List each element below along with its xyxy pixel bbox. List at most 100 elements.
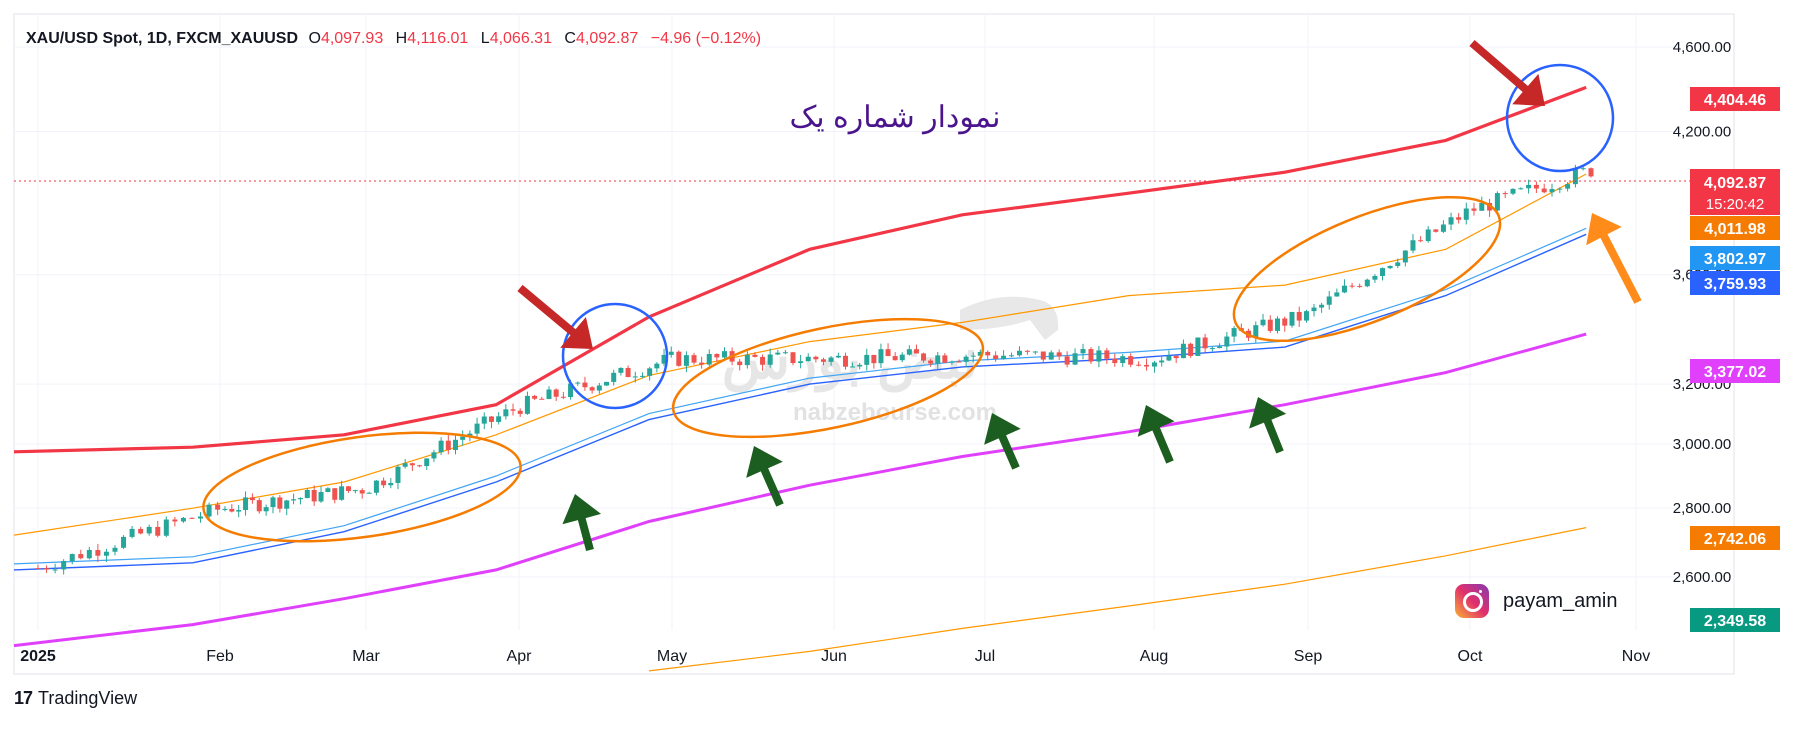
watermark-bull-icon bbox=[960, 296, 1059, 340]
price-label-badge bbox=[1690, 359, 1780, 383]
candle-body bbox=[1549, 189, 1555, 193]
candle-body bbox=[699, 362, 705, 365]
candle-body bbox=[1326, 296, 1332, 305]
candle-body bbox=[1533, 184, 1539, 189]
candle-body bbox=[625, 367, 631, 378]
candle-body bbox=[1463, 208, 1469, 220]
candle-body bbox=[790, 352, 796, 363]
grid bbox=[14, 14, 1680, 630]
candle-body bbox=[445, 440, 451, 450]
candle-body bbox=[1024, 350, 1030, 352]
candle-body bbox=[1311, 307, 1317, 312]
green-arrow-icon bbox=[1249, 397, 1287, 454]
tradingview-logo-icon: 17 bbox=[14, 688, 33, 708]
time-tick-label: Jun bbox=[821, 648, 847, 665]
price-label-value: 3,802.97 bbox=[1704, 251, 1766, 268]
candle-body bbox=[706, 354, 712, 365]
candle-body bbox=[1112, 358, 1118, 364]
candle-body bbox=[236, 510, 242, 512]
candle-body bbox=[813, 356, 819, 360]
time-axis[interactable]: 2025 Feb Mar Apr May Jun Jul Aug Sep Oct Nov bbox=[20, 648, 1650, 665]
time-tick-label: Sep bbox=[1294, 648, 1323, 665]
candle-body bbox=[1217, 346, 1223, 349]
price-label-badge bbox=[1690, 87, 1780, 111]
candle-body bbox=[438, 440, 444, 453]
lower_band2-line bbox=[13, 227, 1587, 565]
green-arrow-icon bbox=[562, 494, 601, 551]
candle-body bbox=[366, 492, 372, 494]
candle-body bbox=[155, 526, 161, 536]
candle-body bbox=[691, 355, 697, 363]
candle-body bbox=[146, 526, 152, 534]
candle-body bbox=[1151, 362, 1157, 367]
candle-body bbox=[1104, 350, 1110, 359]
candle-body bbox=[44, 568, 50, 570]
candle-body bbox=[1565, 184, 1571, 189]
candle-body bbox=[332, 488, 338, 500]
candle-body bbox=[172, 519, 178, 522]
candle-body bbox=[1260, 319, 1266, 326]
candle-body bbox=[388, 482, 394, 486]
candle-body bbox=[1334, 292, 1340, 297]
candle-body bbox=[1448, 217, 1454, 225]
candle-body bbox=[1372, 275, 1378, 280]
candle-body bbox=[61, 561, 67, 570]
candle-body bbox=[1159, 360, 1165, 363]
candle-body bbox=[1418, 240, 1424, 242]
candle-body bbox=[1425, 229, 1431, 242]
candle-body bbox=[431, 452, 437, 459]
candle-body bbox=[668, 351, 674, 355]
candle-body bbox=[560, 396, 566, 398]
candle-body bbox=[1395, 262, 1401, 266]
price-tick-label: 2,800.00 bbox=[1673, 500, 1731, 517]
ma_orange-line bbox=[13, 173, 1587, 536]
candle-body bbox=[460, 436, 466, 440]
candle-body bbox=[589, 387, 595, 391]
price-label-value: 3,759.93 bbox=[1704, 276, 1766, 293]
candle-body bbox=[163, 519, 169, 536]
price-label-value: 4,011.98 bbox=[1704, 221, 1766, 238]
candle-body bbox=[256, 500, 262, 512]
upper_band-line bbox=[13, 85, 1587, 454]
candle-body bbox=[1016, 350, 1022, 356]
candle-body bbox=[395, 466, 401, 483]
candle-body bbox=[828, 357, 834, 362]
candle-body bbox=[488, 416, 494, 422]
candle-body bbox=[103, 551, 109, 556]
candle-body bbox=[632, 376, 638, 378]
candle-body bbox=[1253, 325, 1259, 338]
price-axis[interactable]: 4,600.004,200.003,600.003,200.003,000.00… bbox=[1673, 39, 1780, 632]
tradingview-brand[interactable]: 17 TradingView bbox=[14, 688, 137, 709]
candle-body bbox=[1282, 318, 1288, 326]
low-value: 4,066.31 bbox=[490, 30, 552, 47]
candle-body bbox=[1357, 285, 1363, 287]
price-tick-label: 2,600.00 bbox=[1673, 569, 1731, 586]
price-label-value: 3,377.02 bbox=[1704, 364, 1766, 381]
candle-body bbox=[1433, 229, 1439, 232]
highlight-ellipse bbox=[1232, 195, 1502, 343]
candle-body bbox=[835, 355, 841, 358]
candle-body bbox=[249, 497, 255, 501]
price-label-badge bbox=[1690, 246, 1780, 270]
instagram-icon bbox=[1455, 584, 1489, 618]
candle-body bbox=[935, 355, 941, 364]
candle-body bbox=[1048, 352, 1054, 360]
annotation-title: نمودار شماره یک bbox=[789, 101, 1000, 135]
highlight-circle bbox=[1505, 63, 1615, 173]
candle-body bbox=[1557, 188, 1563, 190]
candle-body bbox=[1080, 349, 1086, 354]
candle-body bbox=[661, 354, 667, 364]
time-tick-label: Oct bbox=[1458, 648, 1483, 665]
candle-body bbox=[949, 361, 955, 363]
candle-body bbox=[352, 490, 358, 492]
candle-body bbox=[913, 349, 919, 354]
candle-body bbox=[453, 439, 459, 450]
candle-body bbox=[752, 354, 758, 357]
candle-body bbox=[596, 385, 602, 391]
price-label-badge bbox=[1690, 169, 1780, 215]
candle-body bbox=[69, 554, 75, 562]
candle-body bbox=[906, 349, 912, 355]
candle-body bbox=[714, 354, 720, 358]
